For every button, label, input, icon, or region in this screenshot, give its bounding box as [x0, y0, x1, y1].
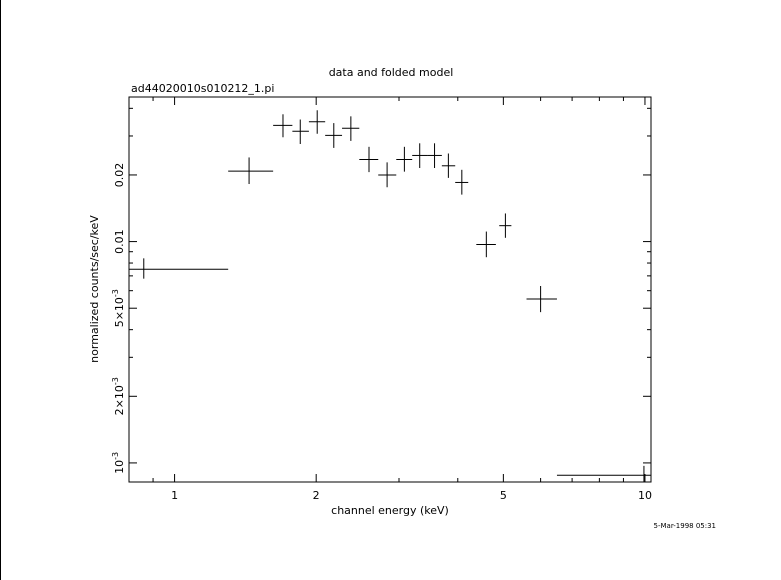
- y-axis-label: normalized counts/sec/keV: [88, 215, 101, 363]
- data-point: [427, 143, 442, 169]
- y-tick-label-exponent: -3: [111, 377, 120, 385]
- y-axis-tick-labels: 10-32×10-35×10-30.010.02: [111, 163, 126, 474]
- plot-timestamp: 5-Mar-1998 05:31: [654, 522, 716, 530]
- data-point: [476, 231, 496, 258]
- data-point: [308, 110, 326, 134]
- y-tick-label-base: 5×10: [113, 297, 126, 327]
- plot-frame: [128, 96, 652, 483]
- y-axis-ticks: [129, 107, 651, 464]
- data-point: [359, 146, 379, 173]
- y-tick-label-base: 0.01: [113, 229, 126, 254]
- x-tick-label: 1: [171, 489, 178, 502]
- x-tick-label: 2: [313, 489, 320, 502]
- y-tick-label-exponent: -3: [111, 452, 120, 460]
- data-point: [556, 465, 651, 482]
- data-point: [273, 114, 293, 138]
- y-tick-label: 0.02: [113, 163, 126, 188]
- y-tick-label: 10-3: [111, 452, 126, 474]
- data-point: [455, 169, 469, 195]
- x-axis-tick-labels: 1 2 5 10: [171, 489, 652, 502]
- data-point: [378, 162, 397, 188]
- data-point: [412, 143, 428, 169]
- x-tick-label: 5: [500, 489, 507, 502]
- y-tick-label-base: 10: [113, 460, 126, 474]
- data-point: [228, 157, 274, 185]
- data-point: [342, 116, 360, 141]
- y-tick-label: 0.01: [113, 229, 126, 254]
- x-axis-label: channel energy (keV): [331, 504, 449, 517]
- x-axis-ticks: [128, 97, 646, 482]
- data-point: [499, 213, 512, 238]
- data-series: [129, 110, 651, 482]
- data-point: [441, 153, 456, 178]
- data-point: [526, 285, 557, 313]
- y-tick-label-base: 0.02: [113, 163, 126, 188]
- chart-subtitle: ad44020010s010212_1.pi: [131, 82, 274, 95]
- data-point: [292, 119, 309, 144]
- window-left-border: [0, 0, 1, 580]
- chart-title: data and folded model: [329, 66, 454, 79]
- data-point: [325, 123, 343, 148]
- data-point: [129, 258, 229, 279]
- y-tick-label: 5×10-3: [111, 289, 126, 327]
- x-tick-label: 10: [638, 489, 652, 502]
- y-tick-label-base: 2×10: [113, 385, 126, 415]
- y-tick-label-exponent: -3: [111, 289, 120, 297]
- y-tick-label: 2×10-3: [111, 377, 126, 415]
- data-point: [396, 146, 413, 172]
